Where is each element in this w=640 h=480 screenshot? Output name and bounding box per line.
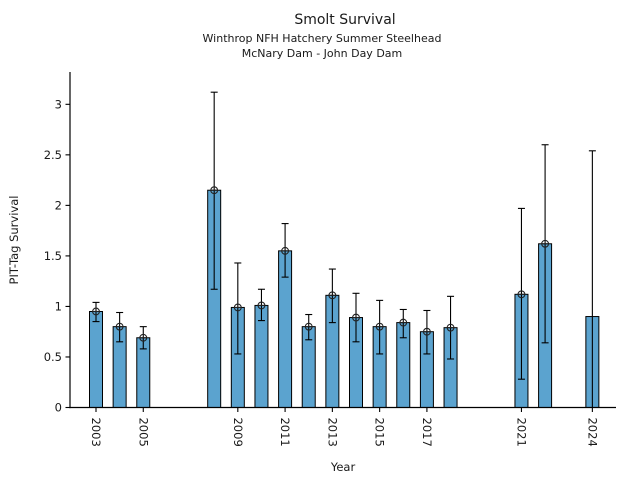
y-tick-label-3: 3 <box>55 97 62 111</box>
x-tick-label-2021: 2021 <box>514 418 528 447</box>
x-tick-label-2005: 2005 <box>136 418 150 447</box>
bar-2003 <box>89 310 103 409</box>
y-tick-label-1: 1 <box>55 299 62 313</box>
chart-title: Smolt Survival <box>294 12 396 28</box>
x-tick-label-2011: 2011 <box>278 418 292 447</box>
y-tick-label-2.5: 2.5 <box>44 148 62 162</box>
y-tick-label-0.5: 0.5 <box>44 350 62 364</box>
y-tick-label-0: 0 <box>55 401 62 415</box>
y-tick-label-1.5: 1.5 <box>44 249 62 263</box>
x-axis-label: Year <box>330 460 356 474</box>
chart-subtitle-reach: McNary Dam - John Day Dam <box>241 47 403 60</box>
x-tick-label-2024: 2024 <box>585 418 599 447</box>
x-tick-label-2017: 2017 <box>420 418 434 447</box>
x-tick-label-2015: 2015 <box>373 418 387 447</box>
x-tick-label-2003: 2003 <box>89 418 103 447</box>
x-tick-label-2013: 2013 <box>325 418 339 447</box>
x-tick-label-2009: 2009 <box>231 418 245 447</box>
chart-subtitle-stock: Winthrop NFH Hatchery Summer Steelhead <box>202 32 442 45</box>
y-tick-label-2: 2 <box>55 198 62 212</box>
